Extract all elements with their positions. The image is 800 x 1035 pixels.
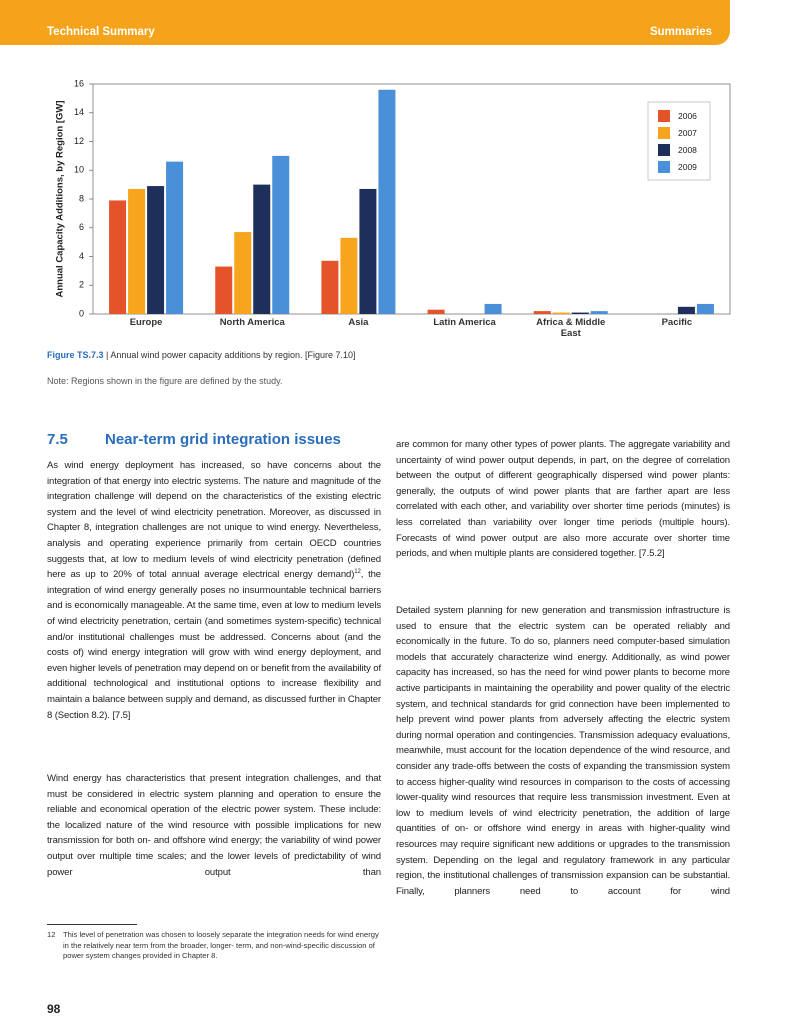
section-title: Near-term grid integration issues — [105, 431, 341, 448]
y-tick-label: 4 — [79, 251, 84, 261]
bar — [272, 155, 290, 314]
bar — [677, 306, 695, 314]
bar — [696, 303, 714, 314]
bar — [253, 184, 271, 314]
section-number: 7.5 — [47, 431, 68, 448]
figure-caption-text: | Annual wind power capacity additions b… — [103, 350, 356, 360]
paragraph: Detailed system planning for new generat… — [396, 605, 730, 897]
bar — [552, 312, 570, 314]
legend-label: 2006 — [678, 111, 697, 121]
bar — [215, 266, 233, 314]
text: , the integration of wind energy general… — [47, 569, 381, 721]
x-tick-label: Africa & Middle East — [536, 317, 606, 339]
y-tick-label: 6 — [79, 222, 84, 232]
figure-caption: Figure TS.7.3 | Annual wind power capaci… — [47, 350, 356, 360]
paragraph: are common for many other types of power… — [396, 439, 730, 560]
header-bar: Technical Summary Summaries — [0, 0, 730, 45]
bar — [359, 188, 377, 314]
x-tick-label: Latin America — [433, 317, 496, 328]
legend-label: 2007 — [678, 128, 697, 138]
bar — [378, 89, 396, 314]
paragraph: Wind energy has characteristics that pre… — [47, 773, 381, 878]
chart-svg: Annual Capacity Additions, by Region [GW… — [55, 78, 731, 318]
legend-label: 2009 — [678, 162, 697, 172]
figure-note: Note: Regions shown in the figure are de… — [47, 376, 283, 386]
bar — [147, 186, 165, 314]
legend-label: 2008 — [678, 145, 697, 155]
x-tick-label: Pacific — [661, 317, 693, 328]
bar — [166, 161, 184, 314]
legend-swatch — [658, 110, 670, 122]
bar — [128, 188, 146, 314]
y-tick-label: 2 — [79, 280, 84, 290]
bar — [533, 311, 551, 314]
y-tick-label: 14 — [74, 107, 84, 117]
y-tick-label: 0 — [79, 308, 84, 318]
footnote-text: This level of penetration was chosen to … — [63, 930, 379, 960]
bar — [234, 232, 252, 314]
chart: Annual Capacity Additions, by Region [GW… — [0, 70, 800, 350]
bar — [427, 309, 445, 314]
header-right: Summaries — [649, 26, 712, 38]
y-tick-label: 16 — [74, 78, 84, 88]
legend-swatch — [658, 144, 670, 156]
header-left: Technical Summary — [47, 26, 155, 38]
bar — [590, 311, 608, 314]
bar — [484, 303, 502, 314]
y-tick-label: 10 — [74, 165, 84, 175]
bar — [340, 237, 358, 314]
footnote-number: 12 — [47, 930, 56, 939]
x-tick-label: Europe — [129, 317, 163, 328]
plot-frame — [92, 83, 731, 315]
bar — [109, 200, 127, 314]
figure-label: Figure TS.7.3 — [47, 350, 104, 360]
legend-swatch — [658, 127, 670, 139]
page-number: 98 — [47, 1002, 61, 1016]
footnote-rule — [47, 924, 137, 925]
legend-swatch — [658, 161, 670, 173]
x-tick-label: Asia — [348, 317, 369, 328]
footnote: 12 This level of penetration was chosen t… — [47, 930, 381, 962]
y-tick-label: 8 — [79, 193, 84, 203]
bar — [571, 312, 589, 314]
bar — [321, 260, 339, 314]
text: As wind energy deployment has increased,… — [47, 460, 381, 581]
footnote-ref: 12 — [354, 568, 361, 575]
y-axis-title: Annual Capacity Additions, by Region [GW… — [55, 100, 66, 297]
y-tick-label: 12 — [74, 136, 84, 146]
x-tick-label: North America — [219, 317, 285, 328]
paragraph: As wind energy deployment has increased,… — [47, 458, 381, 723]
